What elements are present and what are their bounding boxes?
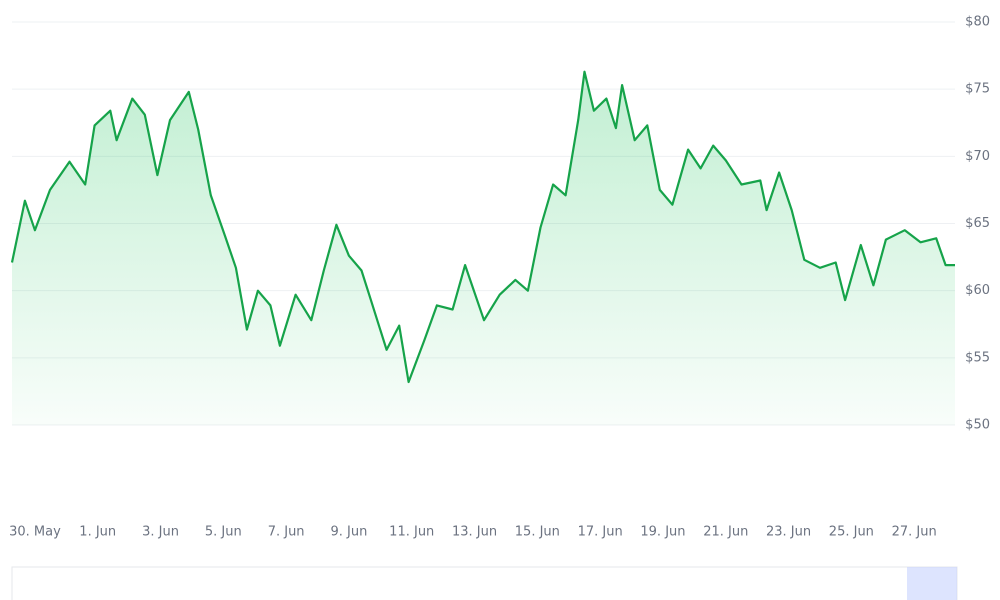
- x-tick-label: 21. Jun: [703, 525, 748, 540]
- x-tick-label: 7. Jun: [268, 525, 305, 540]
- x-tick-label: 25. Jun: [829, 525, 874, 540]
- y-tick-label: $75: [965, 82, 990, 97]
- y-tick-label: $70: [965, 149, 990, 164]
- x-tick-label: 27. Jun: [892, 525, 937, 540]
- y-tick-label: $65: [965, 216, 990, 231]
- x-tick-label: 30. May: [9, 525, 61, 540]
- price-line: [10, 70, 955, 384]
- x-tick-label: 19. Jun: [640, 525, 685, 540]
- y-tick-label: $80: [965, 15, 990, 30]
- navigator-window[interactable]: [907, 567, 957, 600]
- x-tick-label: 23. Jun: [766, 525, 811, 540]
- x-tick-label: 1. Jun: [79, 525, 116, 540]
- x-tick-label: 9. Jun: [331, 525, 368, 540]
- x-tick-label: 17. Jun: [578, 525, 623, 540]
- x-tick-label: 11. Jun: [389, 525, 434, 540]
- price-area: [12, 71, 955, 425]
- x-tick-label: 13. Jun: [452, 525, 497, 540]
- y-tick-label: $60: [965, 283, 990, 298]
- x-tick-label: 3. Jun: [142, 525, 179, 540]
- y-tick-label: $50: [965, 418, 990, 433]
- navigator[interactable]: [11, 566, 958, 600]
- y-tick-label: $55: [965, 350, 990, 365]
- x-tick-label: 5. Jun: [205, 525, 242, 540]
- x-tick-label: 15. Jun: [515, 525, 560, 540]
